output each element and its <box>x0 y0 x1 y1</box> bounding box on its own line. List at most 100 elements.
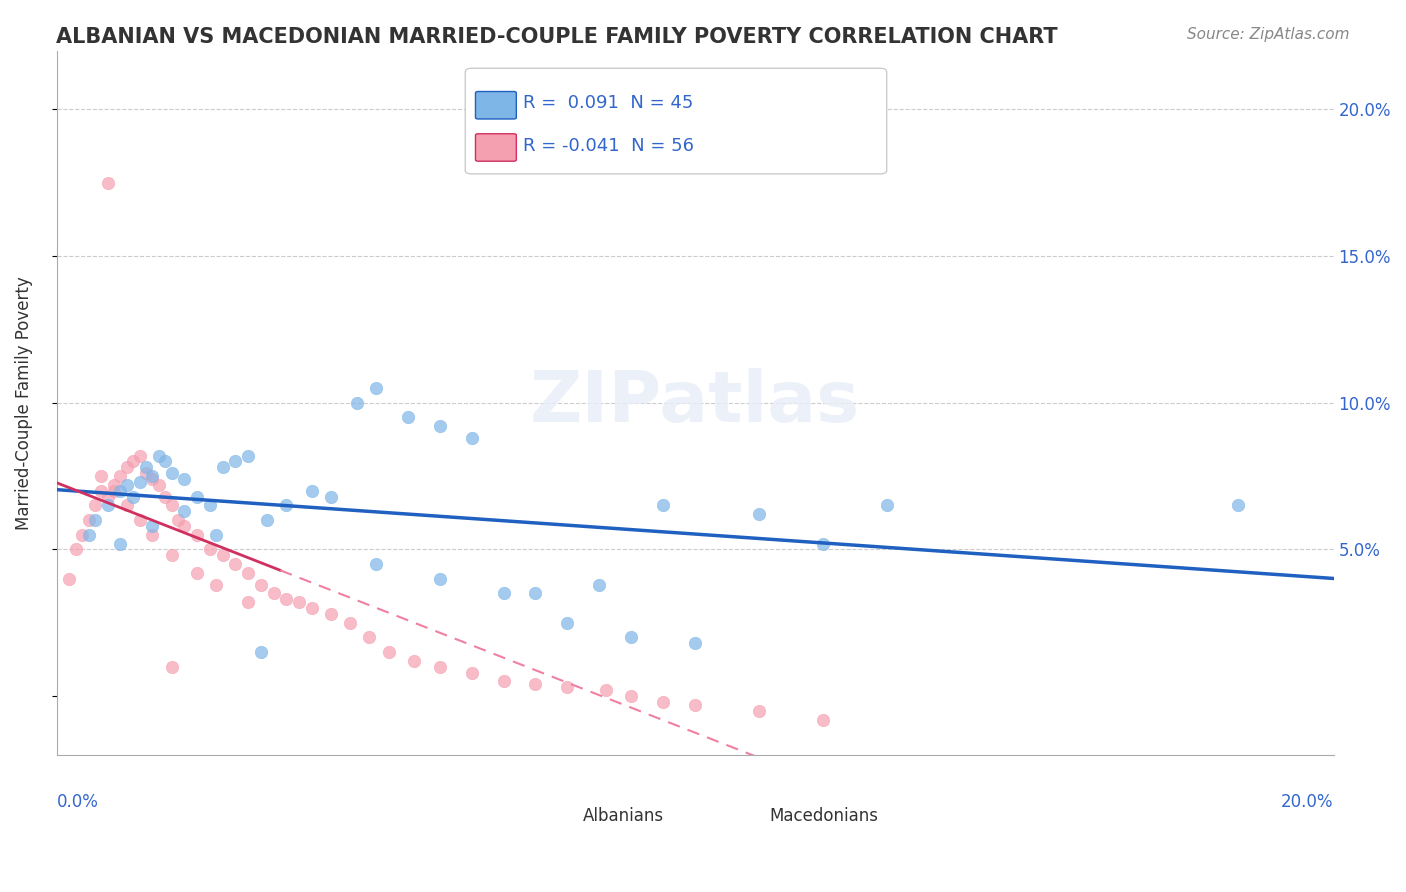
Point <box>65 542 87 557</box>
Point <box>321 607 343 621</box>
Point <box>122 490 145 504</box>
Point <box>205 527 228 541</box>
Text: R = -0.041  N = 56: R = -0.041 N = 56 <box>523 136 693 154</box>
Point <box>186 490 208 504</box>
Point <box>153 490 176 504</box>
Point <box>173 504 195 518</box>
Text: ALBANIAN VS MACEDONIAN MARRIED-COUPLE FAMILY POVERTY CORRELATION CHART: ALBANIAN VS MACEDONIAN MARRIED-COUPLE FA… <box>56 27 1057 46</box>
Point <box>811 713 834 727</box>
Point <box>288 595 311 609</box>
Point <box>90 469 112 483</box>
Point <box>429 572 451 586</box>
Point <box>524 677 547 691</box>
Point <box>339 615 361 630</box>
Point <box>110 483 132 498</box>
Y-axis label: Married-Couple Family Poverty: Married-Couple Family Poverty <box>15 276 32 530</box>
Point <box>429 419 451 434</box>
Point <box>364 557 387 571</box>
Point <box>250 645 273 659</box>
Point <box>167 513 190 527</box>
Point <box>256 513 278 527</box>
Point <box>224 454 246 468</box>
Point <box>198 499 221 513</box>
Point <box>811 536 834 550</box>
Point <box>198 542 221 557</box>
Point <box>364 381 387 395</box>
Point <box>128 475 150 489</box>
Point <box>211 548 233 562</box>
Point <box>211 460 233 475</box>
Point <box>429 659 451 673</box>
Point <box>748 704 770 718</box>
Point <box>492 674 515 689</box>
FancyBboxPatch shape <box>475 134 516 161</box>
Point <box>153 454 176 468</box>
Point <box>148 449 170 463</box>
Point <box>141 472 163 486</box>
Point <box>620 631 643 645</box>
FancyBboxPatch shape <box>475 92 516 119</box>
Point <box>876 499 898 513</box>
Point <box>1226 499 1249 513</box>
Text: ZIPatlas: ZIPatlas <box>530 368 860 437</box>
Point <box>97 176 120 190</box>
Point <box>301 601 323 615</box>
Point <box>84 499 107 513</box>
Text: Macedonians: Macedonians <box>769 807 879 825</box>
Point <box>460 665 482 680</box>
Point <box>263 586 285 600</box>
Point <box>276 499 298 513</box>
Point <box>160 499 183 513</box>
Point <box>173 519 195 533</box>
Point <box>524 586 547 600</box>
Point <box>683 636 706 650</box>
Point <box>128 449 150 463</box>
Point <box>346 395 368 409</box>
Point <box>224 557 246 571</box>
Point <box>103 483 125 498</box>
Point <box>460 431 482 445</box>
Point <box>396 410 419 425</box>
Point <box>276 592 298 607</box>
Point <box>148 478 170 492</box>
Point <box>70 527 93 541</box>
Point <box>173 472 195 486</box>
Point <box>110 469 132 483</box>
FancyBboxPatch shape <box>731 804 763 828</box>
Point <box>186 527 208 541</box>
Point <box>652 695 675 709</box>
Point <box>135 466 157 480</box>
Point <box>110 536 132 550</box>
Text: 0.0%: 0.0% <box>56 793 98 811</box>
Point <box>135 460 157 475</box>
Point <box>141 527 163 541</box>
Point <box>557 680 579 694</box>
Point <box>186 566 208 580</box>
Point <box>77 513 100 527</box>
Point <box>84 513 107 527</box>
Point <box>238 449 260 463</box>
Point <box>238 566 260 580</box>
Point <box>97 490 120 504</box>
Point <box>77 527 100 541</box>
Point <box>557 615 579 630</box>
Point <box>122 454 145 468</box>
Text: Albanians: Albanians <box>582 807 664 825</box>
Point <box>97 499 120 513</box>
FancyBboxPatch shape <box>546 804 579 828</box>
Text: R =  0.091  N = 45: R = 0.091 N = 45 <box>523 95 693 112</box>
Point <box>205 577 228 591</box>
Point <box>115 499 138 513</box>
Text: Source: ZipAtlas.com: Source: ZipAtlas.com <box>1187 27 1350 42</box>
Point <box>748 507 770 521</box>
Point <box>321 490 343 504</box>
Point <box>90 483 112 498</box>
Text: 20.0%: 20.0% <box>1281 793 1334 811</box>
Point <box>160 659 183 673</box>
Point <box>238 595 260 609</box>
Point <box>128 513 150 527</box>
Point <box>683 698 706 712</box>
Point <box>359 631 381 645</box>
Point <box>652 499 675 513</box>
Point <box>595 683 617 698</box>
